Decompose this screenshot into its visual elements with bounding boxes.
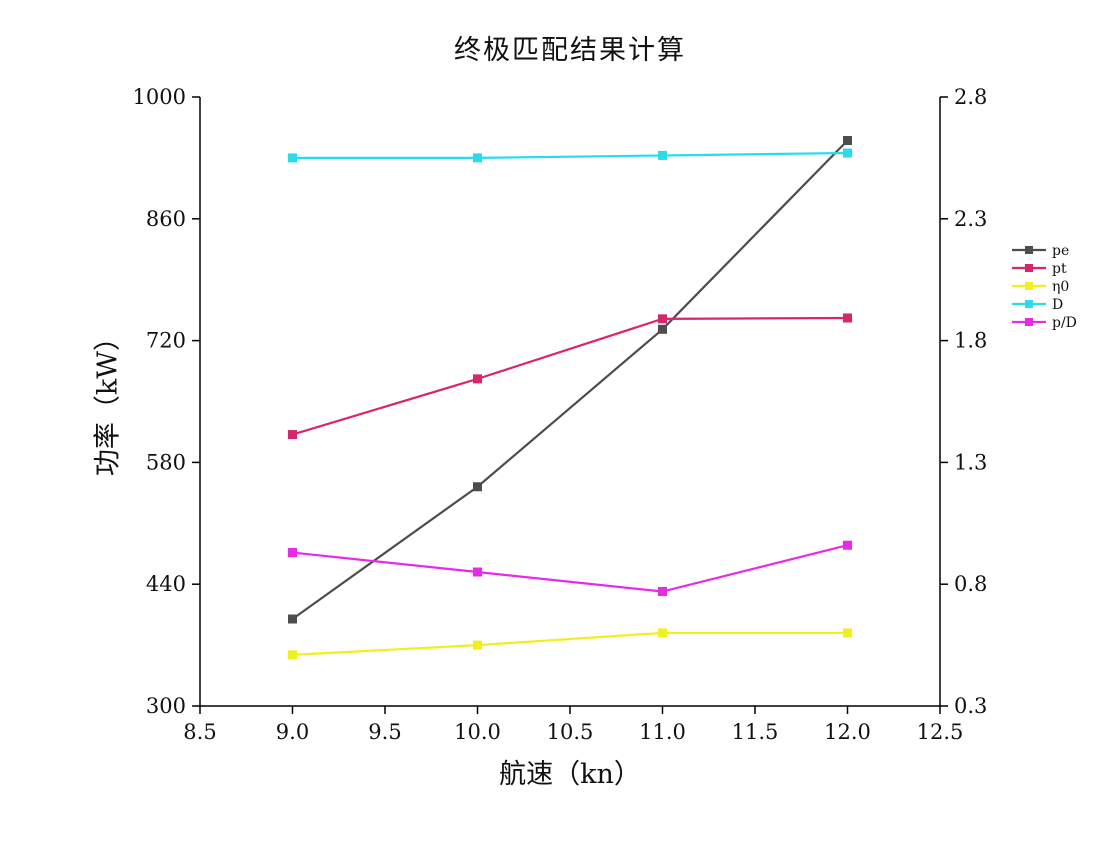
legend-label-4: p/D bbox=[1052, 315, 1077, 331]
y-tick-label-right: 1.3 bbox=[954, 450, 987, 474]
series-line-1 bbox=[292, 316, 848, 436]
series-marker-1 bbox=[473, 374, 482, 384]
x-tick-label: 11.0 bbox=[639, 720, 686, 744]
series-marker-4 bbox=[288, 548, 297, 558]
legend-label-1: pt bbox=[1052, 261, 1067, 277]
legend-marker-1 bbox=[1025, 264, 1033, 272]
series-marker-2 bbox=[658, 628, 667, 638]
series-line-3 bbox=[292, 151, 848, 159]
x-tick-label: 12.0 bbox=[824, 720, 871, 744]
series-marker-3 bbox=[843, 148, 852, 158]
series-line-0 bbox=[291, 139, 849, 620]
series-line-4 bbox=[292, 544, 848, 593]
legend-label-0: pe bbox=[1052, 243, 1069, 259]
y-tick-label-left: 860 bbox=[146, 207, 186, 231]
series-marker-1 bbox=[843, 313, 852, 323]
x-tick-label: 11.5 bbox=[732, 720, 779, 744]
series-marker-4 bbox=[473, 567, 482, 577]
y-tick-label-left: 440 bbox=[146, 572, 186, 596]
series-marker-2 bbox=[473, 640, 482, 650]
x-tick-label: 12.5 bbox=[917, 720, 964, 744]
y-tick-label-left: 300 bbox=[146, 694, 186, 718]
series-marker-3 bbox=[288, 153, 297, 163]
series-marker-3 bbox=[473, 153, 482, 163]
x-tick-label: 9.0 bbox=[276, 720, 309, 744]
x-tick-label: 10.5 bbox=[547, 720, 594, 744]
y-tick-label-left: 580 bbox=[146, 450, 186, 474]
series-marker-0 bbox=[288, 614, 297, 624]
y-tick-label-left: 720 bbox=[146, 329, 186, 353]
y-tick-label-right: 2.3 bbox=[954, 207, 987, 231]
legend-label-3: D bbox=[1052, 297, 1063, 313]
series-marker-1 bbox=[288, 430, 297, 440]
x-tick-label: 8.5 bbox=[183, 720, 216, 744]
legend-marker-2 bbox=[1025, 282, 1033, 290]
x-tick-label: 9.5 bbox=[368, 720, 401, 744]
series-marker-0 bbox=[843, 136, 852, 145]
legend-label-2: η0 bbox=[1052, 279, 1069, 295]
y-tick-label-right: 1.8 bbox=[954, 329, 987, 353]
series-line-2 bbox=[292, 631, 848, 656]
series-marker-4 bbox=[658, 587, 667, 597]
series-marker-0 bbox=[473, 482, 482, 492]
legend-marker-4 bbox=[1025, 318, 1033, 326]
series-marker-1 bbox=[658, 314, 667, 324]
legend-marker-0 bbox=[1025, 246, 1033, 254]
series-marker-0 bbox=[658, 324, 667, 334]
series-marker-3 bbox=[658, 150, 667, 160]
series-marker-2 bbox=[288, 650, 297, 660]
y-tick-label-right: 0.3 bbox=[954, 694, 987, 718]
y-tick-label-right: 0.8 bbox=[954, 572, 987, 596]
series-marker-2 bbox=[843, 628, 852, 638]
y-tick-label-left: 1000 bbox=[133, 85, 186, 109]
series-marker-4 bbox=[843, 540, 852, 550]
legend-marker-3 bbox=[1025, 300, 1033, 308]
y-tick-label-right: 2.8 bbox=[954, 85, 987, 109]
chart-title: 终极匹配结果计算 bbox=[454, 35, 686, 66]
x-axis-label: 航速（kn） bbox=[499, 759, 641, 790]
x-tick-label: 10.0 bbox=[454, 720, 501, 744]
